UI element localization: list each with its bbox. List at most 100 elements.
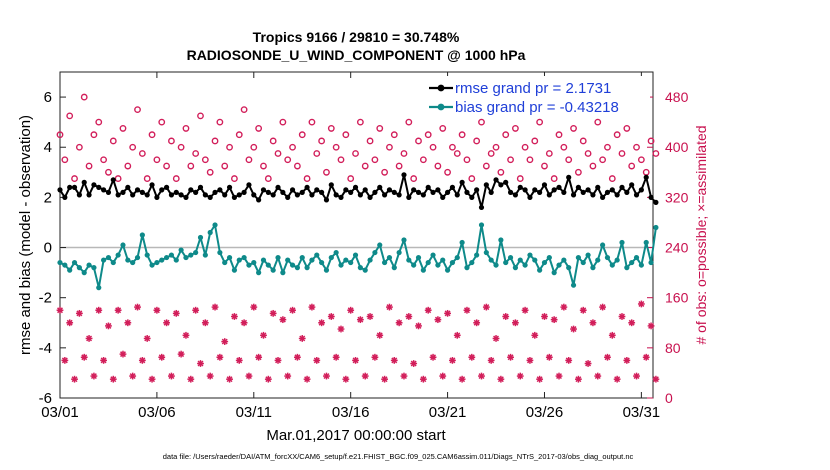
bias-point xyxy=(188,252,194,258)
assimilated-obs-point xyxy=(105,322,112,330)
y-axis-label-right: # of obs: o=possible; ×=assimilated xyxy=(693,125,709,344)
possible-obs-point xyxy=(298,131,306,139)
bias-point xyxy=(197,234,204,241)
possible-obs-point xyxy=(80,93,88,101)
bias-point xyxy=(265,262,271,268)
assimilated-obs-point xyxy=(521,306,529,314)
assimilated-obs-point xyxy=(66,319,74,327)
bias-point xyxy=(299,254,305,261)
bias-point xyxy=(653,224,659,231)
rmse-point xyxy=(343,187,349,193)
possible-obs-point xyxy=(594,118,602,126)
possible-obs-point xyxy=(395,162,403,170)
possible-obs-point xyxy=(95,118,103,126)
possible-obs-point xyxy=(449,143,456,151)
bias-point xyxy=(425,259,431,266)
possible-obs-point xyxy=(623,125,631,132)
assimilated-obs-point xyxy=(206,372,214,380)
bias-point xyxy=(149,262,155,268)
assimilated-obs-point xyxy=(347,306,355,314)
assimilated-obs-point xyxy=(594,372,602,380)
rmse-point xyxy=(280,189,286,195)
rmse-point xyxy=(275,184,281,190)
bias-line xyxy=(59,224,657,289)
possible-obs-point xyxy=(628,162,636,170)
rmse-point xyxy=(551,187,557,193)
bias-point xyxy=(105,254,112,261)
rmse-point xyxy=(590,192,596,198)
rmse-point xyxy=(309,192,315,198)
bias-point xyxy=(537,267,543,273)
rmse-point xyxy=(125,184,131,190)
rmse-point xyxy=(270,192,276,198)
possible-obs-point xyxy=(187,162,195,170)
possible-obs-point xyxy=(347,175,355,182)
bias-point xyxy=(488,257,494,263)
possible-obs-point xyxy=(250,143,258,151)
possible-obs-point xyxy=(463,156,471,164)
possible-obs-point xyxy=(100,156,108,164)
assimilated-obs-point xyxy=(143,335,151,342)
assimilated-obs-point xyxy=(201,319,209,327)
bias-point xyxy=(280,270,286,276)
rmse-point xyxy=(444,189,451,195)
rmse-point xyxy=(226,184,233,190)
rmse-point xyxy=(464,189,470,195)
possible-obs-point xyxy=(516,175,524,182)
assimilated-obs-point xyxy=(323,372,330,380)
rmse-point xyxy=(246,182,252,188)
assimilated-obs-point xyxy=(211,303,219,311)
rmse-point xyxy=(328,182,334,188)
bias-point xyxy=(323,267,330,273)
possible-obs-point xyxy=(419,156,427,164)
rmse-point xyxy=(435,187,441,193)
possible-obs-point xyxy=(545,150,553,157)
assimilated-obs-point xyxy=(642,353,650,361)
possible-obs-point xyxy=(197,112,204,120)
bias-point xyxy=(275,254,281,261)
bias-point xyxy=(590,265,596,271)
possible-obs-point xyxy=(235,131,243,139)
bias-point xyxy=(614,257,620,263)
rmse-point xyxy=(430,189,436,195)
bias-point xyxy=(459,239,465,246)
x-axis-label: Mar.01,2017 00:00:00 start xyxy=(266,427,446,444)
assimilated-obs-point xyxy=(168,372,175,380)
bias-point xyxy=(619,239,625,246)
bias-point xyxy=(144,252,150,258)
legend-bias-marker xyxy=(437,103,445,111)
possible-obs-point xyxy=(138,150,146,157)
assimilated-obs-point xyxy=(61,356,69,364)
bias-point xyxy=(464,265,470,271)
possible-obs-point xyxy=(206,168,214,176)
assimilated-obs-point xyxy=(177,350,185,358)
rmse-point xyxy=(614,192,620,198)
bias-point xyxy=(67,267,73,273)
x-tick-label: 03/11 xyxy=(236,404,272,421)
bias-point xyxy=(386,254,393,261)
possible-obs-point xyxy=(269,137,277,145)
assimilated-obs-point xyxy=(197,360,204,367)
bias-point xyxy=(503,259,509,266)
bias-point xyxy=(469,259,475,266)
assimilated-obs-point xyxy=(250,303,258,311)
rmse-point xyxy=(517,184,523,190)
assimilated-obs-point xyxy=(424,306,432,314)
assimilated-obs-point xyxy=(516,372,524,380)
bias-point xyxy=(226,254,233,261)
bias-point xyxy=(120,242,126,248)
y-tick-label-right: 320 xyxy=(665,189,689,205)
possible-obs-point xyxy=(119,125,127,132)
bias-point xyxy=(241,254,247,261)
possible-obs-point xyxy=(255,125,263,132)
assimilated-obs-point xyxy=(187,375,195,383)
possible-obs-point xyxy=(105,168,112,176)
assimilated-obs-point xyxy=(298,335,306,342)
x-tick-label: 03/16 xyxy=(332,404,370,421)
rmse-point xyxy=(96,184,102,190)
possible-obs-point xyxy=(541,162,548,170)
y-tick-label-left: -4 xyxy=(39,340,52,357)
assimilated-obs-point xyxy=(56,306,64,314)
possible-obs-point xyxy=(560,143,568,151)
rmse-point xyxy=(71,184,78,190)
